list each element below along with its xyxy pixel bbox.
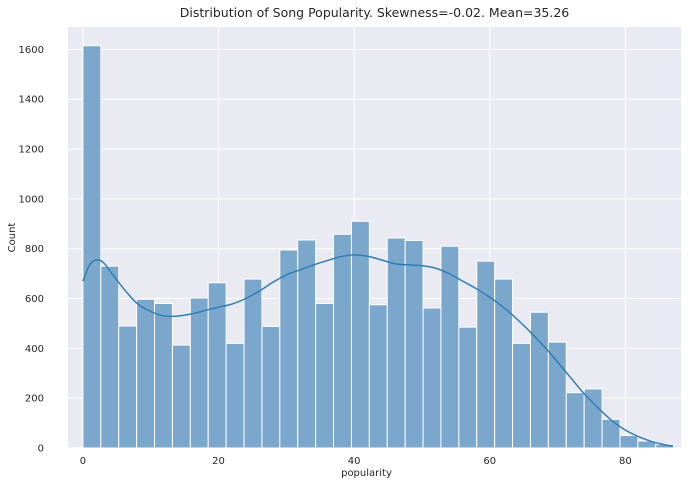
histogram-bar	[243, 278, 263, 449]
histogram-bar	[118, 325, 138, 449]
histogram-bar	[619, 435, 639, 449]
y-tick-label: 1000	[19, 194, 44, 205]
y-tick-label: 0	[38, 444, 44, 455]
histogram-bar	[100, 265, 120, 449]
x-tick-labels: 0 20 40 60 80	[80, 456, 632, 467]
y-tick-label: 800	[25, 244, 44, 255]
histogram-bar	[154, 303, 173, 449]
x-tick-label: 80	[619, 456, 632, 467]
y-tick-label: 1200	[19, 145, 44, 156]
histogram-bar	[386, 237, 406, 449]
y-tick-label: 600	[25, 294, 44, 305]
x-tick-label: 60	[483, 456, 496, 467]
y-tick-label: 1600	[19, 45, 44, 56]
histogram-bar	[171, 344, 191, 449]
histogram-bar	[476, 260, 496, 449]
x-tick-label: 40	[348, 456, 361, 467]
histogram-bar	[422, 307, 442, 449]
histogram-bar	[368, 304, 388, 449]
x-tick-label: 20	[212, 456, 225, 467]
histogram-bar	[82, 45, 102, 449]
histogram-bar	[583, 388, 603, 449]
histogram-bar	[333, 233, 352, 449]
histogram-bar	[547, 341, 567, 449]
histogram-bar	[261, 325, 281, 449]
histogram-bar	[297, 239, 317, 449]
histogram-bar	[315, 303, 335, 449]
histogram-bar	[440, 245, 460, 449]
y-tick-label: 1400	[19, 95, 44, 106]
y-tick-labels: 0 200 400 600 800 1000 1200 1400 1600	[19, 45, 44, 455]
chart-title: Distribution of Song Popularity. Skewnes…	[180, 5, 570, 20]
histogram-bar	[565, 392, 585, 449]
x-axis-label: popularity	[341, 468, 392, 479]
y-tick-label: 200	[25, 394, 44, 405]
histogram-bar	[189, 297, 209, 449]
kde-curve	[82, 254, 674, 447]
histogram-bar	[136, 298, 156, 449]
histogram-bar	[458, 326, 478, 449]
y-axis-label: Count	[7, 223, 18, 253]
histogram-bar	[279, 249, 299, 449]
histogram-bar	[529, 311, 549, 449]
y-tick-label: 400	[25, 344, 44, 355]
histogram-bar	[404, 239, 424, 449]
histogram-bar	[601, 418, 621, 449]
histogram-bar	[494, 278, 514, 449]
histogram-bars	[82, 45, 675, 449]
histogram-bar	[512, 342, 531, 449]
x-tick-label: 0	[80, 456, 86, 467]
histogram-bar	[225, 342, 245, 449]
